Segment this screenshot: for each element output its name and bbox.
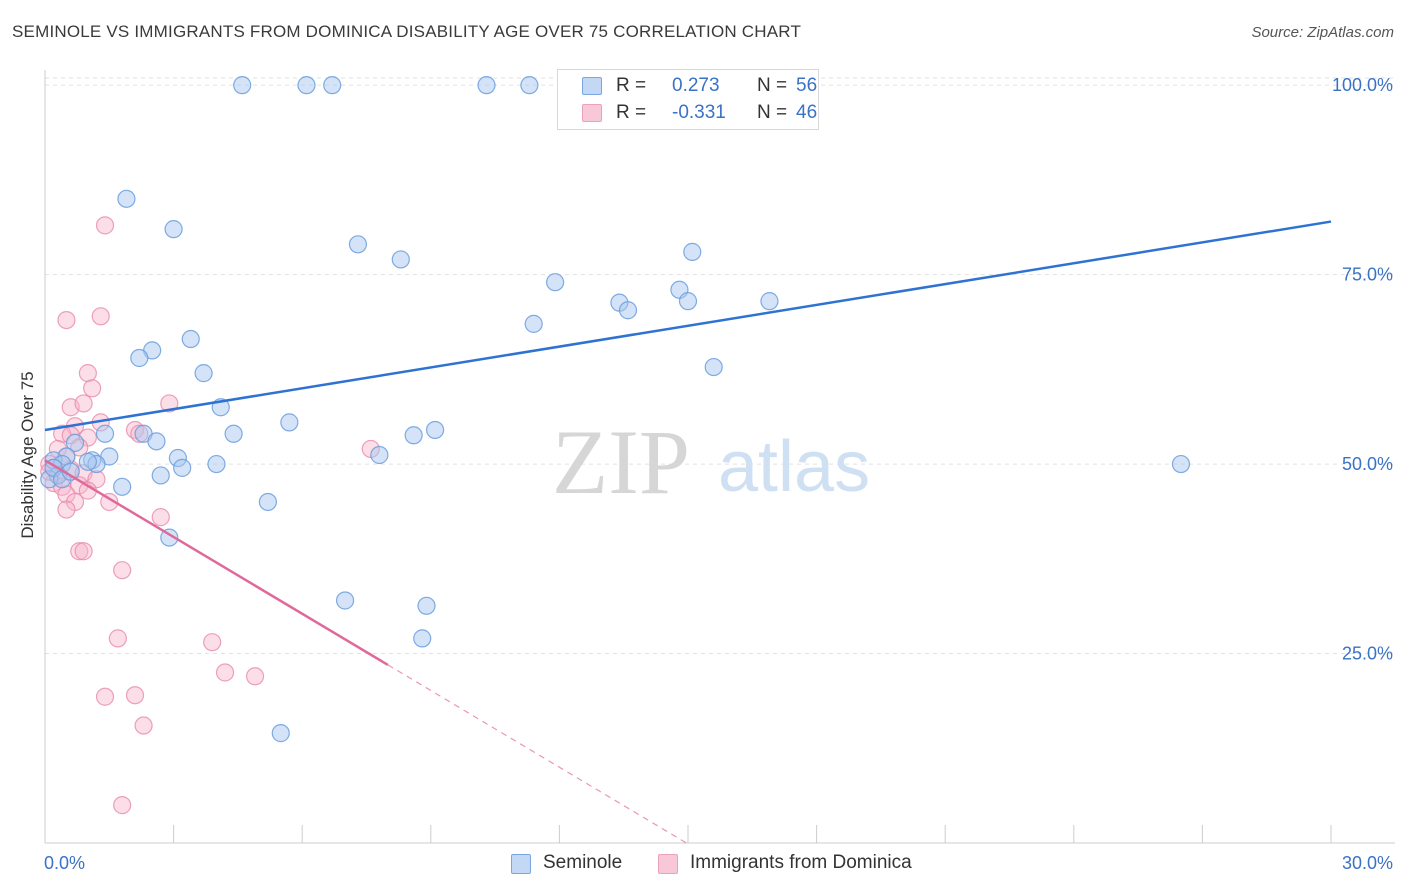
y-axis-label: Disability Age Over 75 — [18, 371, 37, 539]
seminole-legend-label: Seminole — [543, 852, 623, 873]
seminole-point — [113, 477, 132, 496]
seminole-point — [546, 273, 565, 292]
seminole-point — [271, 724, 290, 743]
seminole-point — [348, 235, 368, 254]
n-value: 46 — [796, 102, 818, 123]
x-tick-label: 0.0% — [44, 853, 85, 873]
seminole-trend-line — [44, 220, 1332, 432]
seminole-point — [1171, 454, 1191, 474]
seminole-point — [683, 242, 702, 261]
seminole-point — [78, 452, 97, 471]
r-label: R = — [616, 75, 647, 96]
dominica-points — [40, 216, 380, 815]
dominica-point — [108, 629, 127, 648]
dominica-point — [160, 394, 179, 413]
dominica-point — [83, 379, 102, 398]
axes-layer — [44, 70, 1395, 844]
watermark: ZIP atlas — [552, 411, 870, 513]
dominica-trend-line — [44, 459, 389, 666]
dominica-point — [95, 216, 115, 235]
dominica-point — [215, 663, 235, 682]
dominica-point — [113, 796, 132, 815]
dominica-point — [57, 500, 76, 519]
dominica-point — [95, 687, 115, 706]
seminole-point — [181, 329, 200, 349]
seminole-points — [40, 76, 1191, 743]
seminole-point — [335, 591, 355, 610]
seminole-point — [173, 458, 192, 477]
seminole-point — [65, 433, 85, 452]
seminole-point — [520, 76, 539, 95]
r-value: -0.331 — [672, 102, 726, 123]
seminole-point — [413, 629, 432, 648]
dominica-point — [125, 686, 145, 705]
dominica-point — [245, 667, 265, 686]
dominica-point — [91, 307, 110, 326]
dominica-point — [134, 716, 153, 735]
seminole-point — [224, 424, 243, 443]
r-value: 0.273 — [672, 75, 720, 96]
seminole-point — [164, 220, 183, 239]
seminole-point — [117, 189, 136, 208]
seminole-point — [618, 301, 638, 320]
dominica-point — [151, 508, 170, 527]
x-tick-label: 30.0% — [1342, 853, 1393, 873]
dominica-point — [74, 542, 93, 561]
dominica-point — [57, 310, 76, 330]
chart-source: Source: ZipAtlas.com — [1251, 24, 1394, 41]
y-tick-label: 75.0% — [1342, 265, 1393, 285]
dominica-point — [113, 561, 132, 580]
dominica-point — [203, 633, 222, 652]
seminole-point — [417, 596, 436, 615]
seminole-point — [391, 250, 410, 269]
seminole-point — [130, 348, 149, 368]
seminole-point — [297, 76, 316, 95]
seminole-point — [370, 445, 389, 465]
seminole-point — [280, 413, 299, 432]
n-label: N = — [757, 75, 788, 96]
r-label: R = — [616, 102, 647, 123]
y-tick-label: 50.0% — [1342, 454, 1393, 474]
seminole-point — [233, 76, 252, 95]
seminole-point — [704, 357, 723, 377]
seminole-point — [95, 424, 115, 443]
dominica-point — [70, 542, 89, 561]
seminole-point — [477, 76, 496, 95]
chart-title: SEMINOLE VS IMMIGRANTS FROM DOMINICA DIS… — [12, 22, 802, 41]
seminole-point — [678, 292, 698, 311]
seminole-point — [207, 454, 226, 474]
y-tick-label: 100.0% — [1332, 75, 1393, 95]
dominica-point — [78, 364, 97, 383]
n-label: N = — [757, 102, 788, 123]
dominica-point — [74, 394, 93, 413]
dominica-legend-label: Immigrants from Dominica — [690, 852, 912, 873]
y-tick-label: 25.0% — [1342, 644, 1393, 664]
seminole-point — [404, 426, 423, 445]
dominica-legend-swatch — [658, 854, 678, 874]
watermark-zip: ZIP — [552, 411, 690, 513]
dominica-trend-extension — [387, 664, 689, 845]
watermark-atlas: atlas — [718, 427, 870, 507]
correlation-legend: R = 0.273 N = 56 R = -0.331 N = 46 — [557, 69, 819, 130]
seminole-point — [524, 314, 543, 333]
seminole-point — [194, 364, 213, 383]
seminole-point — [760, 292, 779, 311]
seminole-swatch — [582, 77, 602, 95]
n-value: 56 — [796, 75, 818, 96]
seminole-legend-swatch — [511, 854, 531, 874]
seminole-point — [323, 76, 342, 95]
seminole-point — [258, 492, 278, 512]
dominica-point — [100, 492, 119, 512]
seminole-point — [147, 432, 166, 451]
trend-layer — [44, 220, 1332, 845]
dominica-swatch — [582, 104, 602, 122]
seminole-point — [151, 466, 170, 485]
seminole-point — [425, 420, 445, 440]
tick-label-layer: 25.0% 50.0% 75.0% 100.0% 0.0% 30.0% — [44, 75, 1393, 873]
